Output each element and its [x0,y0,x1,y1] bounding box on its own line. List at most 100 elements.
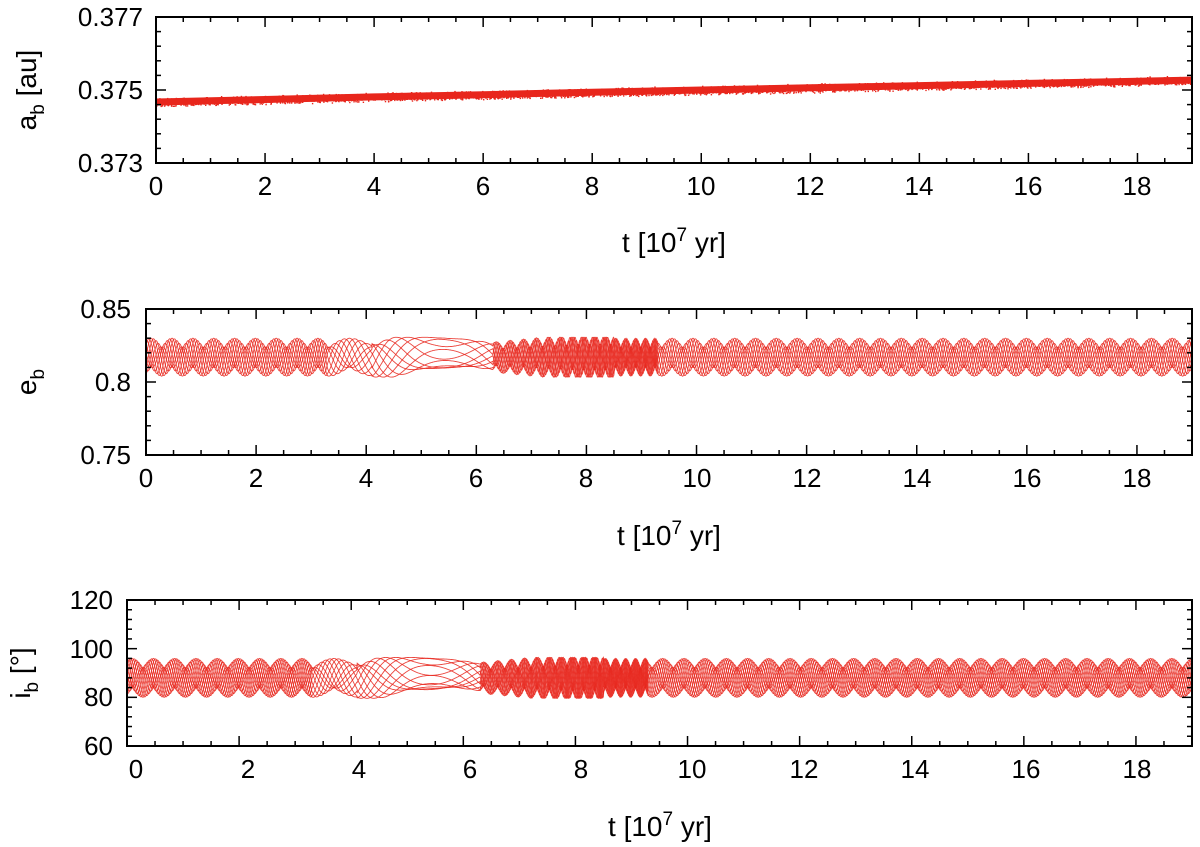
data-point [276,102,278,104]
data-point [555,97,557,99]
data-point [800,92,802,94]
data-point [483,99,485,101]
data-point [254,104,257,106]
data-point [1114,86,1116,88]
data-point [1122,84,1124,86]
data-point [1049,86,1051,89]
data-point [344,100,346,102]
data-point [541,97,544,99]
data-point [950,89,952,91]
data-point [839,90,841,92]
data-point [160,105,162,108]
data-point [191,104,193,106]
data-point [401,99,404,101]
data-point [940,88,943,90]
data-point [1166,83,1169,85]
data-point [872,90,874,92]
data-point [782,91,784,93]
data-point [630,94,632,97]
data-point [635,94,637,97]
data-point [629,94,631,96]
data-point [884,89,887,91]
data-point [797,91,800,94]
data-point [659,94,661,97]
data-point [1113,85,1116,87]
data-point [606,95,608,97]
data-point [805,90,807,93]
data-point [186,105,189,107]
data-point [1181,83,1184,86]
data-point [787,91,790,94]
data-point [576,95,578,97]
data-point [270,102,272,105]
data-point [650,94,653,97]
data-point [822,91,824,93]
data-point [832,90,834,93]
data-point [1083,85,1085,87]
data-point [519,97,521,100]
data-point [833,90,836,92]
data-point [779,91,781,94]
data-point [422,99,424,101]
data-point [253,103,256,106]
data-point [510,98,512,100]
data-point [638,95,640,98]
data-point [164,105,166,107]
data-point [648,94,650,97]
data-point [501,98,503,100]
data-point [750,92,752,95]
data-point [771,92,774,94]
data-point [687,94,690,96]
data-point [229,103,231,105]
data-point [465,98,467,100]
data-point [817,90,820,92]
data-point [732,92,734,94]
data-point [554,97,556,99]
data-point [209,104,211,106]
data-point [436,98,439,101]
data-point [936,89,938,91]
data-point [192,104,195,106]
data-point [461,99,463,101]
data-point [729,92,731,95]
data-point [247,103,249,106]
data-point [908,88,910,91]
data-point [529,97,531,100]
data-point [645,94,648,97]
data-point [592,95,595,97]
data-point [421,98,423,101]
data-point [259,103,261,105]
data-point [252,103,254,105]
data-point [362,101,365,103]
data-point [317,101,319,103]
data-point [844,90,846,92]
data-point [1029,86,1032,88]
data-point [322,93,325,96]
data-point [654,86,656,88]
data-point [785,92,788,95]
data-point [1090,86,1092,88]
data-point [1140,84,1142,86]
data-point [1139,84,1141,86]
data-point [795,91,797,94]
data-point [480,98,483,100]
data-point [434,99,436,101]
data-point [282,102,284,104]
data-point [205,104,207,106]
data-point [821,83,823,85]
data-point [656,94,658,96]
data-point [787,83,789,86]
data-point [560,97,563,99]
data-point [1164,84,1166,86]
data-point [774,92,776,94]
data-point [819,92,821,94]
data-point [1003,87,1005,89]
data-point [1004,87,1007,90]
data-point [1129,84,1131,87]
data-point [700,92,703,95]
data-point [1178,83,1180,86]
data-point [1149,84,1151,86]
data-point [161,105,163,107]
data-point [506,97,508,99]
data-point [577,95,579,97]
